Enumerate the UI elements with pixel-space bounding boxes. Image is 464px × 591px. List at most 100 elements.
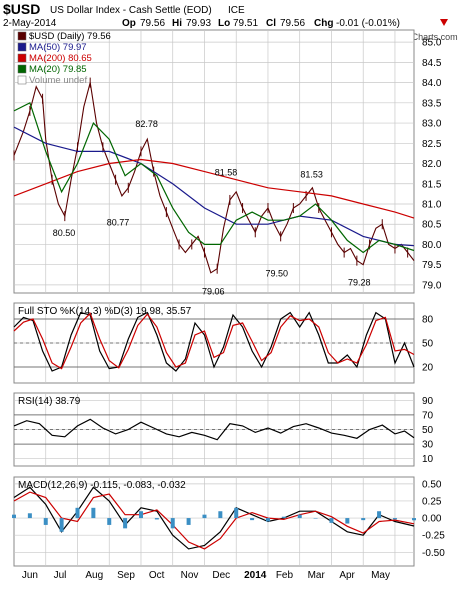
legend-swatch <box>17 31 27 41</box>
price-annotation: 81.53 <box>300 170 323 180</box>
price-y-tick-label: 80.0 <box>422 240 442 251</box>
price-y-tick-label: 84.0 <box>422 78 442 89</box>
legend-entry: MA(200) 80.65 <box>29 53 92 64</box>
instrument-name: US Dollar Index - Cash Settle (EOD) <box>50 5 212 16</box>
chg-label: Chg <box>314 18 333 29</box>
watermark: © StockCharts.com <box>380 32 458 42</box>
macd-histogram-bar <box>12 514 16 519</box>
chg-value: -0.01 (-0.01%) <box>336 18 400 29</box>
price-annotation: 80.50 <box>53 228 76 238</box>
macd-histogram-bar <box>91 507 96 519</box>
rsi-series-rsi-14- <box>13 418 415 441</box>
price-frame <box>13 29 415 294</box>
legend-swatch <box>17 75 27 85</box>
price-annotation: 79.06 <box>202 286 225 296</box>
x-axis-label: Nov <box>181 570 199 581</box>
legend-entry: MA(20) 79.85 <box>29 64 87 75</box>
macd-y-tick-label: 0.00 <box>422 514 442 525</box>
price-series-ma-200- <box>13 158 415 219</box>
macd-histogram-bar <box>154 518 159 520</box>
macd-histogram-bar <box>75 507 80 519</box>
stoch-y-tick-label: 50 <box>422 339 434 350</box>
legend-swatch <box>17 53 27 63</box>
lo-value: 79.51 <box>233 18 258 29</box>
x-axis-label: Oct <box>149 570 165 581</box>
legend-entry: MA(50) 79.97 <box>29 42 87 53</box>
ohlc-readout: Op 79.56 Hi 79.93 Lo 79.51 Cl 79.56 Chg … <box>122 18 448 29</box>
stoch-y-tick-label: 80 <box>422 315 434 326</box>
price-y-tick-label: 79.0 <box>422 280 442 291</box>
macd-histogram-bar <box>281 516 286 519</box>
lo-label: Lo <box>218 18 230 29</box>
macd-histogram-bar <box>59 518 64 532</box>
macd-histogram-bar <box>377 511 382 519</box>
price-annotation: 82.78 <box>135 119 158 129</box>
price-y-tick-label: 82.5 <box>422 139 442 150</box>
macd-histogram-bar <box>170 518 175 529</box>
price-annotation: 80.77 <box>107 217 130 227</box>
macd-histogram-bar <box>361 518 366 521</box>
price-y-tick-label: 81.0 <box>422 199 442 210</box>
cl-label: Cl <box>266 18 276 29</box>
legend-swatch <box>17 64 27 74</box>
macd-histogram-bar <box>218 511 223 519</box>
change-down-arrow-icon <box>440 19 448 26</box>
hi-label: Hi <box>172 18 182 29</box>
price-series-ma-20- <box>13 101 415 254</box>
price-y-tick-label: 85.0 <box>422 38 442 49</box>
op-value: 79.56 <box>140 18 165 29</box>
macd-histogram-bar <box>297 514 302 519</box>
price-y-tick-label: 83.5 <box>422 98 442 109</box>
macd-histogram-bar <box>345 518 350 524</box>
price-series--usd-daily- <box>13 82 415 274</box>
macd-panel: 0.50 0.25 0.00 -0.25 -0.50 MACD(12,26,9) -0.1… <box>12 476 445 567</box>
x-axis-label: Jul <box>54 570 67 581</box>
macd-histogram-bar <box>27 513 32 519</box>
macd-series-signal <box>13 491 415 550</box>
macd-y-tick-label: 0.50 <box>422 479 442 490</box>
price-annotation: 79.50 <box>265 269 288 279</box>
price-y-tick-label: 80.5 <box>422 220 442 231</box>
stoch-series--d <box>13 312 415 370</box>
x-axis-label: Aug <box>85 570 103 581</box>
stoch-y-tick-label: 20 <box>422 363 434 374</box>
macd-histogram-bar <box>412 518 416 521</box>
rsi-y-tick-label: 10 <box>422 454 434 465</box>
macd-y-tick-label: -0.25 <box>422 531 445 542</box>
panels: 85.0 84.5 84.0 83.5 83.0 82.5 82.0 81.5 81.0 80.5… <box>12 29 445 581</box>
cl-value: 79.56 <box>280 18 305 29</box>
x-axis-label: Feb <box>276 570 294 581</box>
rsi-panel: 90 70 50 30 10 RSI(14) 38.79 <box>13 392 434 467</box>
stoch-series--k <box>13 311 415 372</box>
price-y-tick-label: 82.0 <box>422 159 442 170</box>
macd-histogram-bar <box>43 518 48 525</box>
rsi-y-tick-label: 70 <box>422 410 434 421</box>
price-y-tick-label: 79.5 <box>422 260 442 271</box>
macd-histogram-bar <box>123 518 128 529</box>
macd-histogram-bar <box>329 518 334 523</box>
stoch-title: Full STO %K(14,3) %D(3) 19.98, 35.57 <box>18 306 192 317</box>
symbol-label: $USD <box>3 1 40 17</box>
price-y-tick-label: 83.0 <box>422 119 442 130</box>
x-axis-label: Jun <box>22 570 38 581</box>
macd-histogram-bar <box>265 518 270 522</box>
price-annotation: 81.58 <box>215 168 238 178</box>
exchange-label: ICE <box>228 5 245 16</box>
macd-series-macd <box>13 486 415 550</box>
x-axis-label: May <box>371 570 390 581</box>
rsi-title: RSI(14) 38.79 <box>18 396 81 407</box>
legend-entry: Volume undef <box>29 75 87 86</box>
macd-histogram-bar <box>313 518 318 519</box>
stoch-panel: 80 50 20 Full STO %K(14,3) %D(3) 19.98, 35.… <box>13 302 434 384</box>
price-y-tick-label: 81.5 <box>422 179 442 190</box>
rsi-y-tick-label: 50 <box>422 425 434 436</box>
legend-swatch <box>17 42 27 52</box>
macd-histogram-bar <box>138 511 143 519</box>
legend-entry: $USD (Daily) 79.56 <box>29 31 111 42</box>
macd-histogram-bar <box>392 518 397 520</box>
price-panel: 85.0 84.5 84.0 83.5 83.0 82.5 82.0 81.5 81.0 80.5… <box>13 29 442 296</box>
macd-histogram-bar <box>107 518 112 525</box>
macd-histogram-bar <box>202 514 207 519</box>
